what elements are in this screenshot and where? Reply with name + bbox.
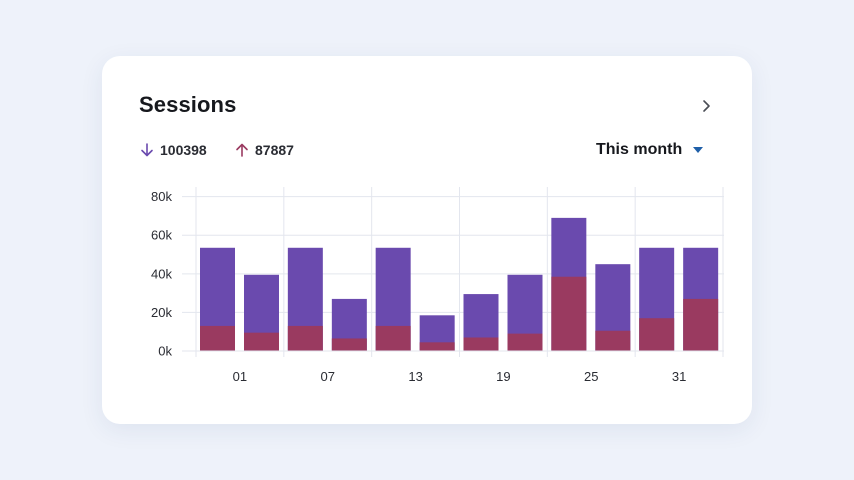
x-tick-label: 07: [321, 369, 335, 384]
stat-up-value: 87887: [255, 142, 294, 158]
bar-returning-34[interactable]: [683, 298, 719, 351]
bar-returning-07[interactable]: [287, 325, 323, 351]
period-label: This month: [596, 141, 683, 158]
sessions-card: Sessions 100398 87887 This month 0k 20k 40…: [102, 56, 752, 424]
y-tick-label: 0k: [158, 344, 172, 359]
arrow-up-icon: [236, 143, 248, 157]
bar-returning-28[interactable]: [595, 330, 631, 351]
y-tick-label: 40k: [151, 266, 172, 281]
x-tick-label: 25: [584, 369, 598, 384]
bar-returning-25[interactable]: [551, 276, 587, 351]
bar-returning-13[interactable]: [375, 325, 411, 351]
stat-up: 87887: [235, 142, 294, 158]
bar-returning-22[interactable]: [507, 333, 543, 351]
y-tick-label: 60k: [151, 228, 172, 243]
bar-returning-01[interactable]: [200, 325, 235, 351]
y-tick-label: 20k: [151, 305, 172, 320]
x-tick-label: 19: [496, 369, 510, 384]
bar-returning-31[interactable]: [639, 318, 675, 351]
arrow-down-icon: [141, 143, 153, 157]
chevron-right-icon[interactable]: [696, 96, 716, 116]
y-tick-label: 80k: [151, 189, 172, 204]
stat-down: 100398: [140, 142, 207, 158]
stat-down-value: 100398: [160, 142, 207, 158]
x-tick-label: 31: [672, 369, 686, 384]
caret-down-icon: [693, 147, 704, 153]
bar-returning-19[interactable]: [463, 337, 499, 351]
x-tick-label: 13: [408, 369, 422, 384]
bar-returning-04[interactable]: [244, 332, 279, 351]
x-tick-label: 01: [233, 369, 247, 384]
bar-returning-10[interactable]: [331, 338, 367, 351]
card-title: Sessions: [139, 92, 237, 117]
period-dropdown[interactable]: This month: [596, 141, 704, 159]
bar-returning-16[interactable]: [419, 342, 455, 351]
sessions-bar-chart: 0k 20k 40k 60k 80k 01 07 13 19 25 31: [151, 187, 724, 384]
